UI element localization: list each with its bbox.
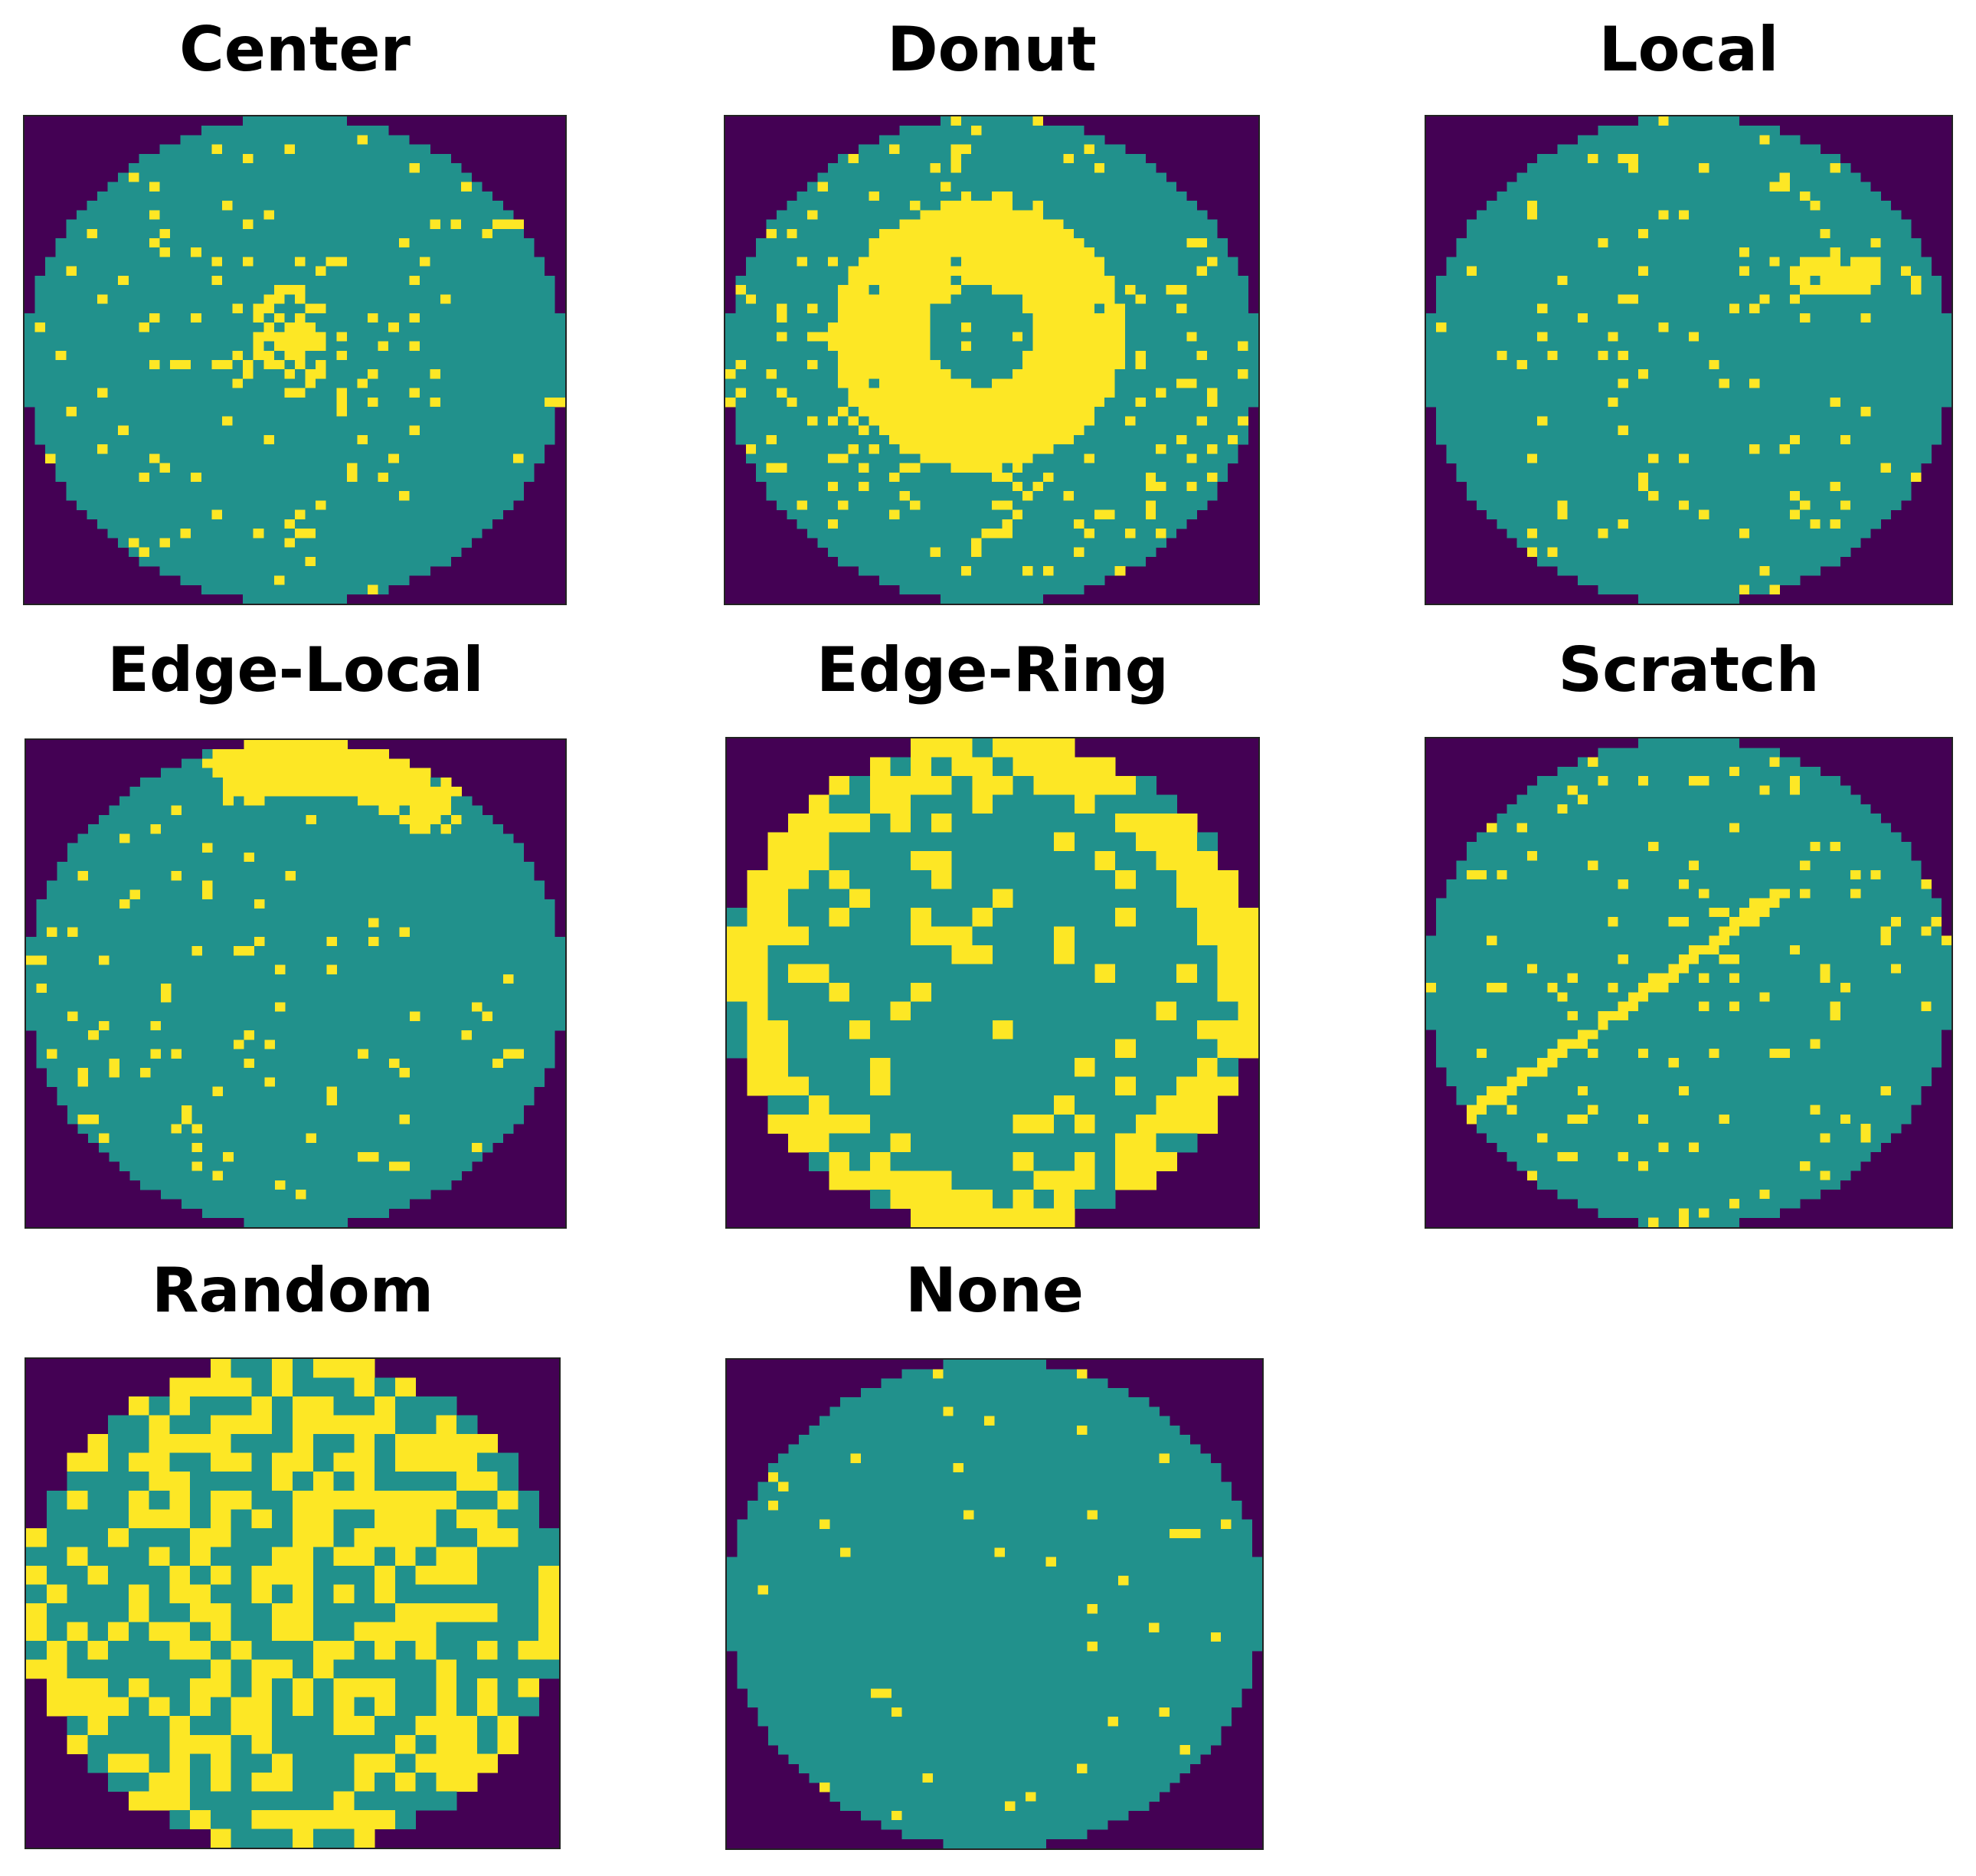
panel-scratch: Scratch <box>1425 620 1953 1233</box>
wafer-map <box>1425 737 1953 1229</box>
panel-edge-ring: Edge-Ring <box>725 620 1260 1233</box>
wafer-svg <box>1426 738 1951 1227</box>
wafer-map <box>725 1358 1264 1850</box>
wafer-svg <box>26 1359 559 1848</box>
panel-title: Edge-Local <box>107 634 484 706</box>
wafer-svg <box>26 740 565 1227</box>
panel-title: Scratch <box>1558 634 1820 706</box>
wafer-svg <box>727 738 1258 1227</box>
panel-center: Center <box>23 0 567 613</box>
panel-title: Edge-Ring <box>816 634 1169 706</box>
wafer-map <box>25 1357 561 1849</box>
panel-title: Random <box>151 1255 434 1326</box>
panel-random: Random <box>25 1241 561 1854</box>
wafer-svg <box>725 116 1258 604</box>
panel-local: Local <box>1425 0 1953 613</box>
panel-title: Center <box>179 14 411 85</box>
panel-title: Local <box>1598 14 1779 85</box>
panel-none: None <box>725 1241 1264 1854</box>
wafer-map <box>725 737 1260 1229</box>
wafer-svg <box>1426 116 1951 604</box>
panel-donut: Donut <box>724 0 1260 613</box>
wafer-svg <box>25 116 565 604</box>
panel-edge-local: Edge-Local <box>25 620 567 1233</box>
wafer-map <box>1425 115 1953 605</box>
wafer-map <box>724 115 1260 605</box>
panel-title: Donut <box>887 14 1097 85</box>
panel-title: None <box>905 1255 1085 1326</box>
wafer-map <box>23 115 567 605</box>
wafer-svg <box>727 1360 1262 1848</box>
wafer-map <box>25 738 567 1229</box>
